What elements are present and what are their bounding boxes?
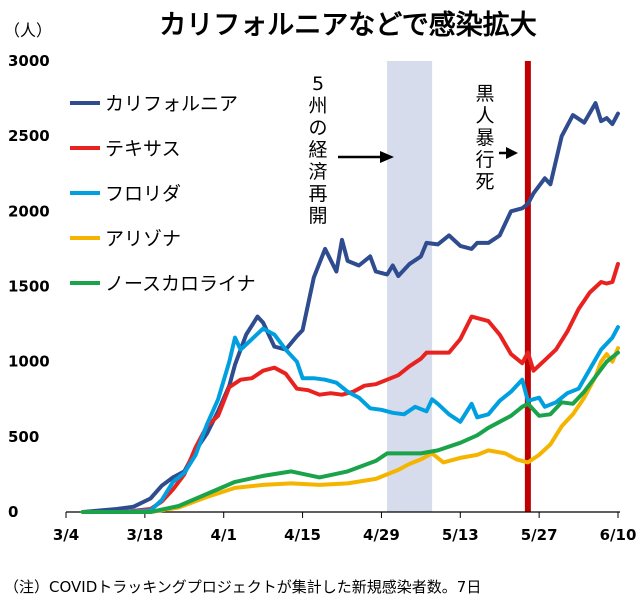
- death-arrow-head: [506, 147, 518, 159]
- y-tick-label: 1500: [8, 278, 50, 296]
- annotation-char: 済: [308, 161, 327, 183]
- annotation-char: 経: [308, 139, 327, 161]
- annotation-char: 行: [475, 149, 494, 171]
- legend-label: カリフォルニア: [105, 93, 238, 115]
- x-tick-label: 5/27: [521, 526, 558, 544]
- annotation-char: 暴: [475, 127, 494, 149]
- y-tick-label: 2500: [8, 127, 50, 145]
- x-tick-label: 6/10: [600, 526, 637, 544]
- annotation-char: 黒: [475, 83, 494, 105]
- annotation-char: 再: [308, 183, 327, 205]
- annotation-char: 死: [475, 171, 494, 193]
- legend-label: アリゾナ: [105, 228, 181, 250]
- x-tick-label: 5/13: [442, 526, 479, 544]
- series-line-5: [80, 350, 620, 514]
- x-tick-label: 4/15: [284, 526, 321, 544]
- y-tick-label: 500: [8, 428, 39, 446]
- y-tick-label: 2000: [8, 202, 50, 220]
- event-bands: [387, 61, 531, 512]
- annotation-char: 州: [308, 95, 327, 117]
- x-tick-label: 3/4: [53, 526, 79, 544]
- axes: 0 500 1000 1500 2000 2500 3000 3/4 3/18 4/1 4/15 4/…: [8, 52, 636, 544]
- y-tick-label: 3000: [8, 52, 50, 70]
- x-tick-label: 4/29: [363, 526, 400, 544]
- legend-label: フロリダ: [105, 183, 181, 205]
- series-line-2: [80, 261, 620, 514]
- x-tick-label: 3/18: [126, 526, 163, 544]
- legend-label: テキサス: [105, 138, 181, 160]
- annotation-char: 5: [312, 73, 324, 95]
- annotation-char: 開: [308, 205, 327, 227]
- x-tick-label: 4/1: [211, 526, 237, 544]
- reopening-arrow-head: [380, 151, 394, 163]
- chart-title: カリフォルニアなどで感染拡大: [159, 9, 536, 41]
- series-line-3: [80, 325, 620, 514]
- series-lines: [80, 101, 620, 514]
- annotation-char: の: [308, 117, 327, 139]
- reopening-band: [387, 61, 433, 512]
- y-axis-unit: （人）: [4, 21, 52, 40]
- y-tick-label: 1000: [8, 353, 50, 371]
- legend-label: ノースカロライナ: [105, 273, 256, 295]
- annotation-char: 人: [475, 105, 494, 127]
- footnote: （注）COVIDトラッキングプロジェクトが集計した新規感染者数。7日: [4, 578, 481, 596]
- y-tick-label: 0: [8, 503, 18, 521]
- series-line-4: [80, 346, 620, 514]
- series-line-1: [80, 101, 620, 514]
